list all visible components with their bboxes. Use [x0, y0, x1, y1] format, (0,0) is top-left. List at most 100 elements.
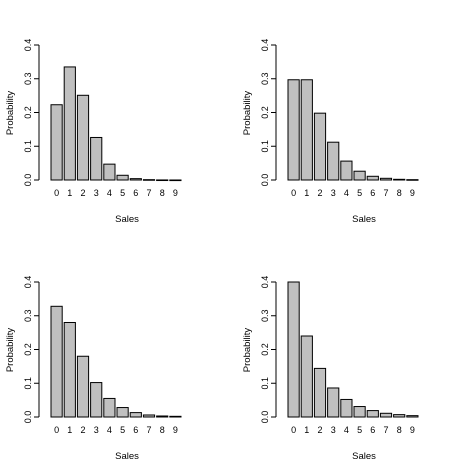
bar-3 [90, 382, 103, 418]
bar-4 [340, 398, 353, 418]
x-tick-label-1: 1 [67, 188, 72, 198]
bar-8 [156, 415, 169, 418]
x-tick-label-9: 9 [410, 425, 415, 435]
y-tick-label: 0.4 [23, 276, 33, 289]
x-tick-label-2: 2 [80, 188, 85, 198]
bar-2 [76, 94, 90, 181]
x-tick-label-6: 6 [370, 425, 375, 435]
bar-6 [366, 175, 379, 181]
x-tick-label-9: 9 [173, 425, 178, 435]
bar-7 [142, 179, 156, 181]
bar-9 [169, 179, 182, 182]
chart-panel-bottom-right: 0 1 2 3 4 5 6 7 8 9 0.0 0.1 0.2 0.3 0.4 Sales Probabilit… [242, 276, 419, 462]
y-tick-label: 0.4 [260, 39, 270, 52]
x-tick-label-7: 7 [383, 425, 388, 435]
bar-3 [90, 136, 103, 181]
x-tick-label-6: 6 [370, 188, 375, 198]
bar-8 [156, 179, 169, 182]
bar-2 [313, 112, 327, 181]
bar-9 [169, 415, 182, 418]
y-tick-label: 0.1 [23, 377, 33, 390]
x-tick-label-9: 9 [410, 188, 415, 198]
y-axis-title: Probability [5, 328, 16, 373]
y-tick-label: 0.3 [23, 309, 33, 322]
y-tick-label: 0.4 [260, 276, 270, 289]
bar-5 [353, 406, 366, 418]
x-tick-label-8: 8 [397, 425, 402, 435]
x-tick-label-4: 4 [344, 188, 349, 198]
y-tick-label: 0.3 [260, 309, 270, 322]
y-tick-label: 0.3 [260, 72, 270, 85]
bar-5 [116, 174, 129, 181]
x-tick-label-0: 0 [54, 188, 59, 198]
x-tick-label-6: 6 [133, 425, 138, 435]
y-tick-label: 0.2 [260, 343, 270, 356]
bar-5 [353, 170, 366, 181]
x-tick-label-5: 5 [120, 425, 125, 435]
bar-0 [287, 79, 300, 181]
bar-7 [379, 412, 393, 418]
bar-8 [393, 414, 406, 418]
chart-panel-bottom-left: 0 1 2 3 4 5 6 7 8 9 0.0 0.1 0.2 0.3 0.4 Sales Probabilit… [5, 276, 182, 462]
x-tick-label-0: 0 [291, 188, 296, 198]
chart-panel-top-left: 0 1 2 3 4 5 6 7 8 9 0.0 0.1 0.2 0.3 0.4 Sales Probabilit… [5, 39, 182, 225]
bar-4 [340, 160, 353, 181]
x-tick-label-5: 5 [357, 425, 362, 435]
bar-9 [406, 415, 419, 418]
bar-3 [327, 141, 340, 181]
bar-8 [393, 178, 406, 181]
x-tick-label-9: 9 [173, 188, 178, 198]
x-tick-label-5: 5 [357, 188, 362, 198]
x-tick-label-1: 1 [304, 425, 309, 435]
bar-2 [313, 367, 327, 418]
y-axis-title: Probability [5, 91, 16, 136]
y-tick-label: 0.0 [23, 174, 33, 187]
x-tick-label-2: 2 [80, 425, 85, 435]
x-tick-label-3: 3 [331, 425, 336, 435]
x-tick-label-1: 1 [304, 188, 309, 198]
y-tick-label: 0.2 [23, 343, 33, 356]
y-tick-label: 0.0 [260, 174, 270, 187]
x-tick-label-8: 8 [160, 188, 165, 198]
x-tick-label-3: 3 [94, 425, 99, 435]
x-axis-title: Sales [352, 214, 376, 225]
y-tick-label: 0.4 [23, 39, 33, 52]
bar-1 [300, 79, 313, 181]
x-tick-label-3: 3 [331, 188, 336, 198]
bar-9 [406, 179, 419, 181]
x-tick-label-5: 5 [120, 188, 125, 198]
bar-7 [379, 177, 393, 181]
bar-6 [129, 412, 142, 418]
x-axis-title: Sales [115, 214, 139, 225]
bar-4 [103, 163, 116, 181]
x-tick-label-0: 0 [291, 425, 296, 435]
bar-1 [63, 322, 76, 418]
bar-6 [366, 410, 379, 418]
y-axis-title: Probability [242, 328, 253, 373]
y-tick-label: 0.2 [260, 106, 270, 119]
x-tick-label-1: 1 [67, 425, 72, 435]
bar-1 [300, 335, 313, 418]
y-tick-label: 0.1 [23, 140, 33, 153]
bar-7 [142, 414, 156, 418]
bar-0 [287, 281, 300, 418]
y-tick-label: 0.3 [23, 72, 33, 85]
x-tick-label-8: 8 [397, 188, 402, 198]
y-tick-label: 0.2 [23, 106, 33, 119]
x-tick-label-7: 7 [383, 188, 388, 198]
bar-4 [103, 397, 116, 418]
y-tick-label: 0.1 [260, 140, 270, 153]
bar-6 [129, 178, 142, 181]
chart-panel-top-right: 0 1 2 3 4 5 6 7 8 9 0.0 0.1 0.2 0.3 0.4 Sales Probabilit… [242, 39, 419, 225]
bar-0 [50, 305, 63, 418]
y-tick-label: 0.0 [260, 411, 270, 424]
y-tick-label: 0.1 [260, 377, 270, 390]
y-axis-title: Probability [242, 91, 253, 136]
x-tick-label-3: 3 [94, 188, 99, 198]
x-axis-title: Sales [352, 451, 376, 462]
x-tick-label-2: 2 [317, 188, 322, 198]
x-tick-label-2: 2 [317, 425, 322, 435]
bar-1 [63, 66, 76, 181]
x-tick-label-7: 7 [146, 188, 151, 198]
